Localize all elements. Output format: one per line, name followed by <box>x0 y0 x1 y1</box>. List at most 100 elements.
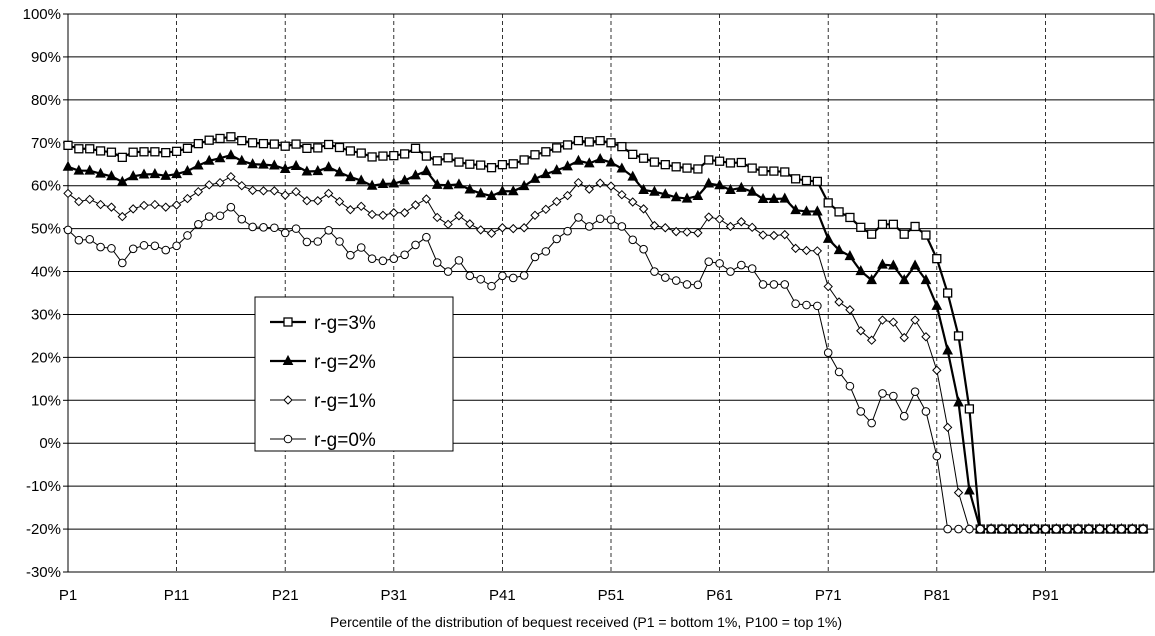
y-tick-label: 10% <box>31 392 61 409</box>
data-point <box>453 178 465 189</box>
data-point <box>921 407 931 416</box>
data-point <box>518 180 530 191</box>
data-point <box>541 204 551 215</box>
data-point <box>280 190 290 200</box>
data-point <box>758 166 768 176</box>
data-point <box>844 250 856 261</box>
data-point <box>725 221 736 232</box>
data-point <box>1030 524 1039 534</box>
data-point <box>486 189 497 200</box>
data-point <box>888 219 899 229</box>
data-point <box>834 297 844 307</box>
grid <box>63 13 1155 573</box>
legend-entry: r-g=1% <box>270 391 376 412</box>
data-point <box>194 220 203 229</box>
data-point <box>790 243 801 254</box>
data-point <box>638 183 649 194</box>
data-point <box>161 147 171 158</box>
data-point <box>454 256 464 265</box>
x-tick-label: P41 <box>489 587 516 604</box>
x-tick-label: P91 <box>1032 587 1059 604</box>
data-point <box>323 188 334 199</box>
data-point <box>411 240 420 250</box>
data-point <box>725 183 736 194</box>
x-tick-label: P21 <box>272 587 299 604</box>
data-point <box>649 157 660 167</box>
data-point <box>932 451 942 461</box>
data-point <box>73 164 85 175</box>
data-point <box>649 220 660 231</box>
data-point <box>769 230 779 241</box>
data-point <box>258 186 269 196</box>
data-point <box>650 267 659 276</box>
data-point <box>63 188 73 199</box>
data-point <box>366 179 378 190</box>
data-point <box>497 223 508 233</box>
data-point <box>432 258 442 267</box>
data-point <box>791 299 800 309</box>
data-point <box>867 418 876 428</box>
legend-marker <box>283 317 293 327</box>
data-point <box>813 301 822 311</box>
data-point <box>128 147 138 157</box>
data-point <box>1117 524 1126 534</box>
data-point <box>661 273 670 282</box>
data-point <box>670 191 682 202</box>
data-point <box>74 144 84 154</box>
data-point <box>62 160 74 171</box>
data-point <box>476 274 485 284</box>
x-tick-label: P1 <box>59 587 77 604</box>
data-point <box>932 254 942 264</box>
data-point <box>801 245 812 256</box>
data-point <box>63 225 73 235</box>
data-point <box>421 165 432 176</box>
data-point <box>421 151 432 161</box>
data-point <box>726 267 735 276</box>
data-point <box>389 150 399 161</box>
data-point <box>595 214 605 224</box>
data-point <box>161 202 171 212</box>
legend-label: r-g=2% <box>314 352 376 373</box>
data-point <box>225 149 237 160</box>
data-point <box>877 315 888 325</box>
data-point <box>758 280 768 289</box>
data-point <box>507 185 519 196</box>
data-point <box>735 181 747 192</box>
data-point <box>639 244 648 254</box>
data-point <box>312 165 324 176</box>
data-point <box>541 147 551 157</box>
data-point <box>899 332 909 343</box>
data-point <box>682 280 692 289</box>
data-point <box>172 241 181 251</box>
data-point <box>236 154 248 165</box>
data-point <box>888 259 899 270</box>
data-point <box>737 260 746 270</box>
y-tick-label: 0% <box>39 435 61 452</box>
data-point <box>290 159 302 170</box>
data-point <box>714 156 725 166</box>
data-point <box>594 153 606 164</box>
data-point <box>519 155 529 165</box>
data-point <box>802 300 811 310</box>
data-point <box>823 348 833 357</box>
data-point <box>823 198 833 208</box>
data-point <box>334 142 345 153</box>
data-point <box>171 200 182 210</box>
data-point <box>161 245 171 255</box>
data-point <box>247 158 258 169</box>
data-point <box>116 175 128 186</box>
data-point <box>704 257 714 266</box>
data-point <box>1062 524 1072 534</box>
data-point <box>237 135 247 146</box>
data-point <box>606 181 616 191</box>
data-point <box>400 250 409 260</box>
data-point <box>943 288 953 298</box>
data-point <box>595 178 605 188</box>
data-point <box>628 235 638 245</box>
data-point <box>931 299 943 310</box>
data-point <box>203 154 215 165</box>
data-point <box>943 524 952 534</box>
data-point <box>215 177 225 188</box>
data-point <box>757 192 769 203</box>
data-point <box>833 244 845 255</box>
